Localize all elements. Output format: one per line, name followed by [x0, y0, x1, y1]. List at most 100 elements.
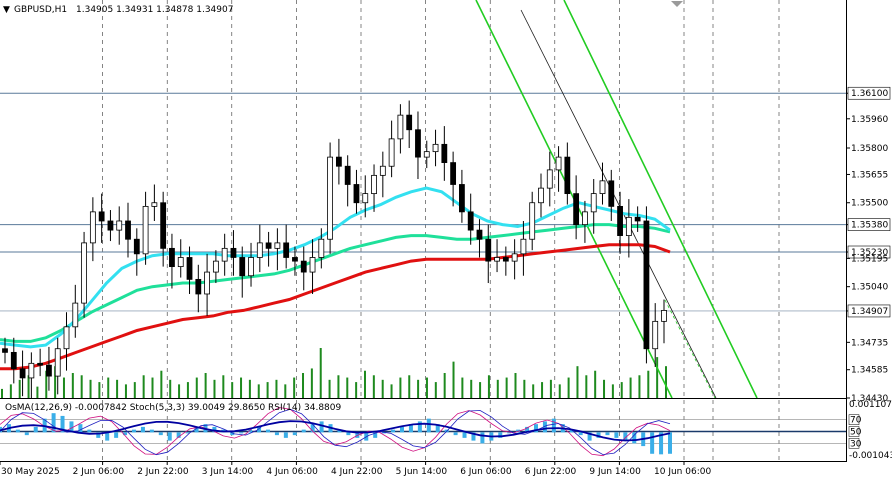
osma-bar — [266, 429, 270, 433]
volume-bar — [195, 377, 198, 398]
volume-bar — [496, 379, 499, 398]
ohlc-values: 1.34905 1.34931 1.34878 1.34907 — [76, 5, 233, 15]
candle-body — [89, 211, 96, 244]
osma-bar — [319, 421, 324, 433]
candle-body — [133, 238, 140, 255]
volume-bar — [390, 384, 393, 398]
osma-bar — [239, 432, 244, 434]
osma-bar — [525, 426, 530, 433]
candle-body — [63, 326, 70, 350]
candle-body — [81, 242, 87, 304]
osma-bar — [346, 432, 351, 436]
indicator-header: OsMA(12,26,9) -0.0007842 Stoch(5,3,3) 39… — [5, 403, 341, 413]
volume-bar — [302, 373, 305, 398]
volume-bar — [98, 382, 101, 398]
candle-body — [415, 129, 421, 158]
candle-body — [397, 114, 404, 140]
candle-body — [555, 156, 562, 171]
y-tick-label: 1.34735 — [851, 338, 888, 348]
volume-bar — [594, 370, 597, 398]
candle-body — [248, 257, 254, 277]
x-tick-label: 2 Jun 06:00 — [73, 467, 125, 477]
osma-bar — [149, 429, 154, 433]
osma-bar — [391, 429, 396, 433]
osc-level-badge — [848, 414, 860, 425]
candle-body — [564, 156, 571, 195]
scroll-marker-icon[interactable] — [671, 1, 683, 7]
volume-bar — [62, 377, 65, 398]
candle-body — [221, 247, 228, 262]
candle-body — [494, 257, 500, 262]
candle-body — [608, 180, 615, 207]
y-tick-label: 1.35195 — [851, 254, 888, 264]
moving-averages — [0, 186, 671, 371]
x-tick-label: 30 May 2025 — [1, 467, 60, 477]
candle-body — [634, 216, 641, 222]
candle-body — [116, 220, 123, 231]
osma-bar — [587, 432, 592, 441]
candle-body — [107, 220, 114, 231]
channel-upper-line[interactable] — [563, 0, 758, 398]
volume-bar — [222, 375, 225, 398]
osma-bar — [471, 432, 476, 441]
osma-bar — [24, 432, 29, 436]
osc-level-badge — [848, 438, 860, 449]
osma-bar — [498, 432, 503, 438]
candle-body — [546, 169, 553, 189]
y-tick-label: 1.35655 — [851, 170, 888, 180]
volume-bars — [1, 348, 667, 398]
volume-bar — [656, 357, 659, 398]
volume-bar — [257, 384, 260, 398]
volume-bar — [452, 361, 455, 398]
osma-bar — [158, 432, 163, 436]
candle-body — [169, 247, 175, 268]
volume-bar — [479, 382, 482, 398]
candle-body — [459, 184, 465, 213]
candle-body — [467, 211, 474, 231]
candle-body — [590, 193, 597, 213]
osma-bar — [462, 432, 467, 438]
candle-body — [292, 257, 298, 262]
osma-bar — [96, 432, 101, 438]
volume-bar — [27, 375, 30, 398]
osma-bar — [659, 432, 664, 455]
osma-bar — [60, 415, 65, 433]
candle-body — [177, 257, 184, 268]
collapse-arrow-icon[interactable]: ▼ — [3, 5, 10, 15]
volume-bar — [275, 379, 278, 398]
volume-bar — [18, 379, 21, 398]
volume-bar — [116, 379, 119, 398]
y-tick-label: 1.34907 — [851, 307, 888, 317]
channel-dotted-extension[interactable] — [664, 299, 716, 398]
volume-bar — [328, 379, 331, 398]
candle-body — [335, 156, 342, 167]
x-tick-label: 10 Jun 06:00 — [654, 467, 711, 477]
candle-body — [256, 242, 263, 258]
candle-body — [318, 238, 325, 258]
volume-bar — [204, 373, 207, 398]
osma-bar — [51, 413, 56, 433]
volume-bar — [487, 375, 490, 398]
osma-bar — [632, 432, 637, 444]
channel-inner-line[interactable] — [520, 9, 717, 398]
x-tick-label: 9 Jun 14:00 — [589, 467, 641, 477]
candle-body — [204, 271, 210, 295]
x-tick-label: 6 Jun 06:00 — [460, 467, 512, 477]
volume-bar — [443, 373, 446, 398]
osma-bar — [257, 426, 262, 433]
volume-bar — [425, 377, 428, 398]
volume-bar — [80, 375, 83, 398]
osma-bar — [301, 429, 306, 433]
y-tick-label: 1.35500 — [851, 199, 888, 209]
volume-bar — [558, 384, 561, 398]
candle-body — [573, 193, 580, 226]
volume-bar — [355, 382, 358, 398]
candle-body — [230, 247, 237, 258]
osma-bar — [194, 426, 199, 433]
candle-body — [212, 260, 219, 273]
candlesticks — [2, 100, 667, 398]
symbol-label: GBPUSD,H1 — [14, 5, 67, 15]
price-badge — [847, 86, 891, 100]
volume-bar — [337, 375, 340, 398]
